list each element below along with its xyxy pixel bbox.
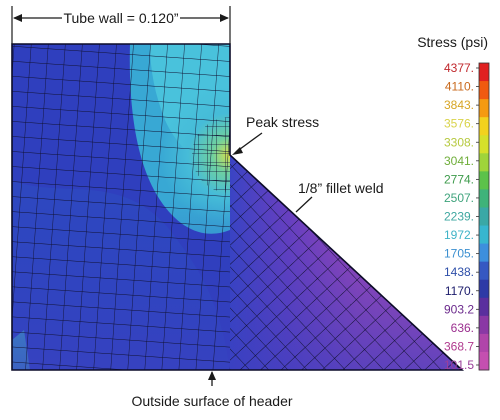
legend-color-segment [479, 297, 489, 317]
part-outline [11, 43, 465, 371]
legend-color-segment [479, 225, 489, 245]
legend-color-segment [479, 279, 489, 299]
legend-tick-label: 1705. [444, 247, 474, 261]
legend-tick-label: 368.7 [444, 339, 474, 353]
legend-tick-label: 2239. [444, 210, 474, 224]
outside-surface-callout: Outside surface of header [131, 371, 293, 409]
legend-color-segment [479, 315, 489, 335]
legend-color-segment [479, 63, 489, 82]
legend-color-segment [479, 117, 489, 136]
legend-color-segment [479, 261, 489, 281]
legend-title: Stress (psi) [417, 34, 488, 50]
peak-stress-label: Peak stress [246, 114, 319, 130]
legend-tick-label: 3576. [444, 117, 474, 131]
legend-color-segment [479, 351, 489, 371]
legend-color-segment [479, 243, 489, 263]
legend-tick-label: 636. [451, 321, 474, 335]
legend-color-bar [478, 62, 490, 371]
fillet-weld-label: 1/8” fillet weld [298, 180, 384, 196]
legend-tick-label: 4377. [444, 61, 474, 75]
legend-color-segment [479, 135, 489, 154]
legend-color-segment [479, 207, 489, 227]
up-arrow-icon [208, 371, 216, 380]
legend-color-segment [479, 99, 489, 118]
legend-tick-label: 1972. [444, 228, 474, 242]
legend-tick-label: 2774. [444, 172, 474, 186]
legend-color-segment [479, 189, 489, 208]
legend-tick-label: 903.2 [444, 302, 474, 316]
tube-wall-dimension: Tube wall = 0.120” [11, 6, 231, 44]
legend-color-segment [479, 171, 489, 190]
legend-ticks: 4377. 4110. 3843. 3576. 3308. 3041. 2774. 2507.… [444, 61, 479, 372]
outside-surface-label: Outside surface of header [131, 393, 292, 409]
legend-tick-label: 3308. [444, 135, 474, 149]
stress-legend: Stress (psi) 4377. 4110. 3843. 3576. 3308. 30… [417, 34, 490, 372]
legend-tick-label: 3041. [444, 154, 474, 168]
tube-wall-label: Tube wall = 0.120” [63, 10, 178, 26]
wall-mesh [12, 44, 230, 370]
legend-tick-label: 4110. [445, 80, 474, 94]
refined-mesh [192, 117, 230, 193]
peak-arrow-icon [232, 147, 243, 155]
legend-color-segment [479, 153, 489, 172]
legend-color-segment [479, 81, 489, 100]
fillet-weld-callout: 1/8” fillet weld [295, 180, 384, 213]
legend-tick-label: 2507. [444, 191, 474, 205]
legend-tick-label: 3843. [444, 98, 474, 112]
legend-color-segment [479, 333, 489, 353]
peak-stress-callout: Peak stress [232, 114, 319, 155]
arrow-left-icon [13, 14, 22, 22]
stress-contour-model [11, 43, 465, 371]
arrow-right-icon [220, 14, 229, 22]
legend-tick-label: 101.5 [444, 358, 474, 372]
legend-tick-label: 1438. [444, 265, 474, 279]
legend-tick-label: 1170. [445, 284, 474, 298]
